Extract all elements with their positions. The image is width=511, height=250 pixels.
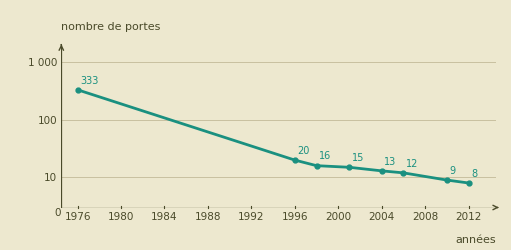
Text: 16: 16 (319, 152, 332, 162)
Text: 9: 9 (450, 166, 456, 176)
Text: 13: 13 (384, 157, 397, 167)
Text: années: années (455, 235, 496, 245)
Text: 8: 8 (471, 169, 477, 179)
Text: 12: 12 (406, 159, 419, 169)
Text: 0: 0 (55, 208, 61, 218)
Text: nombre de portes: nombre de portes (61, 22, 160, 32)
Text: 333: 333 (80, 76, 99, 86)
Text: 15: 15 (352, 153, 364, 163)
Text: 20: 20 (297, 146, 310, 156)
